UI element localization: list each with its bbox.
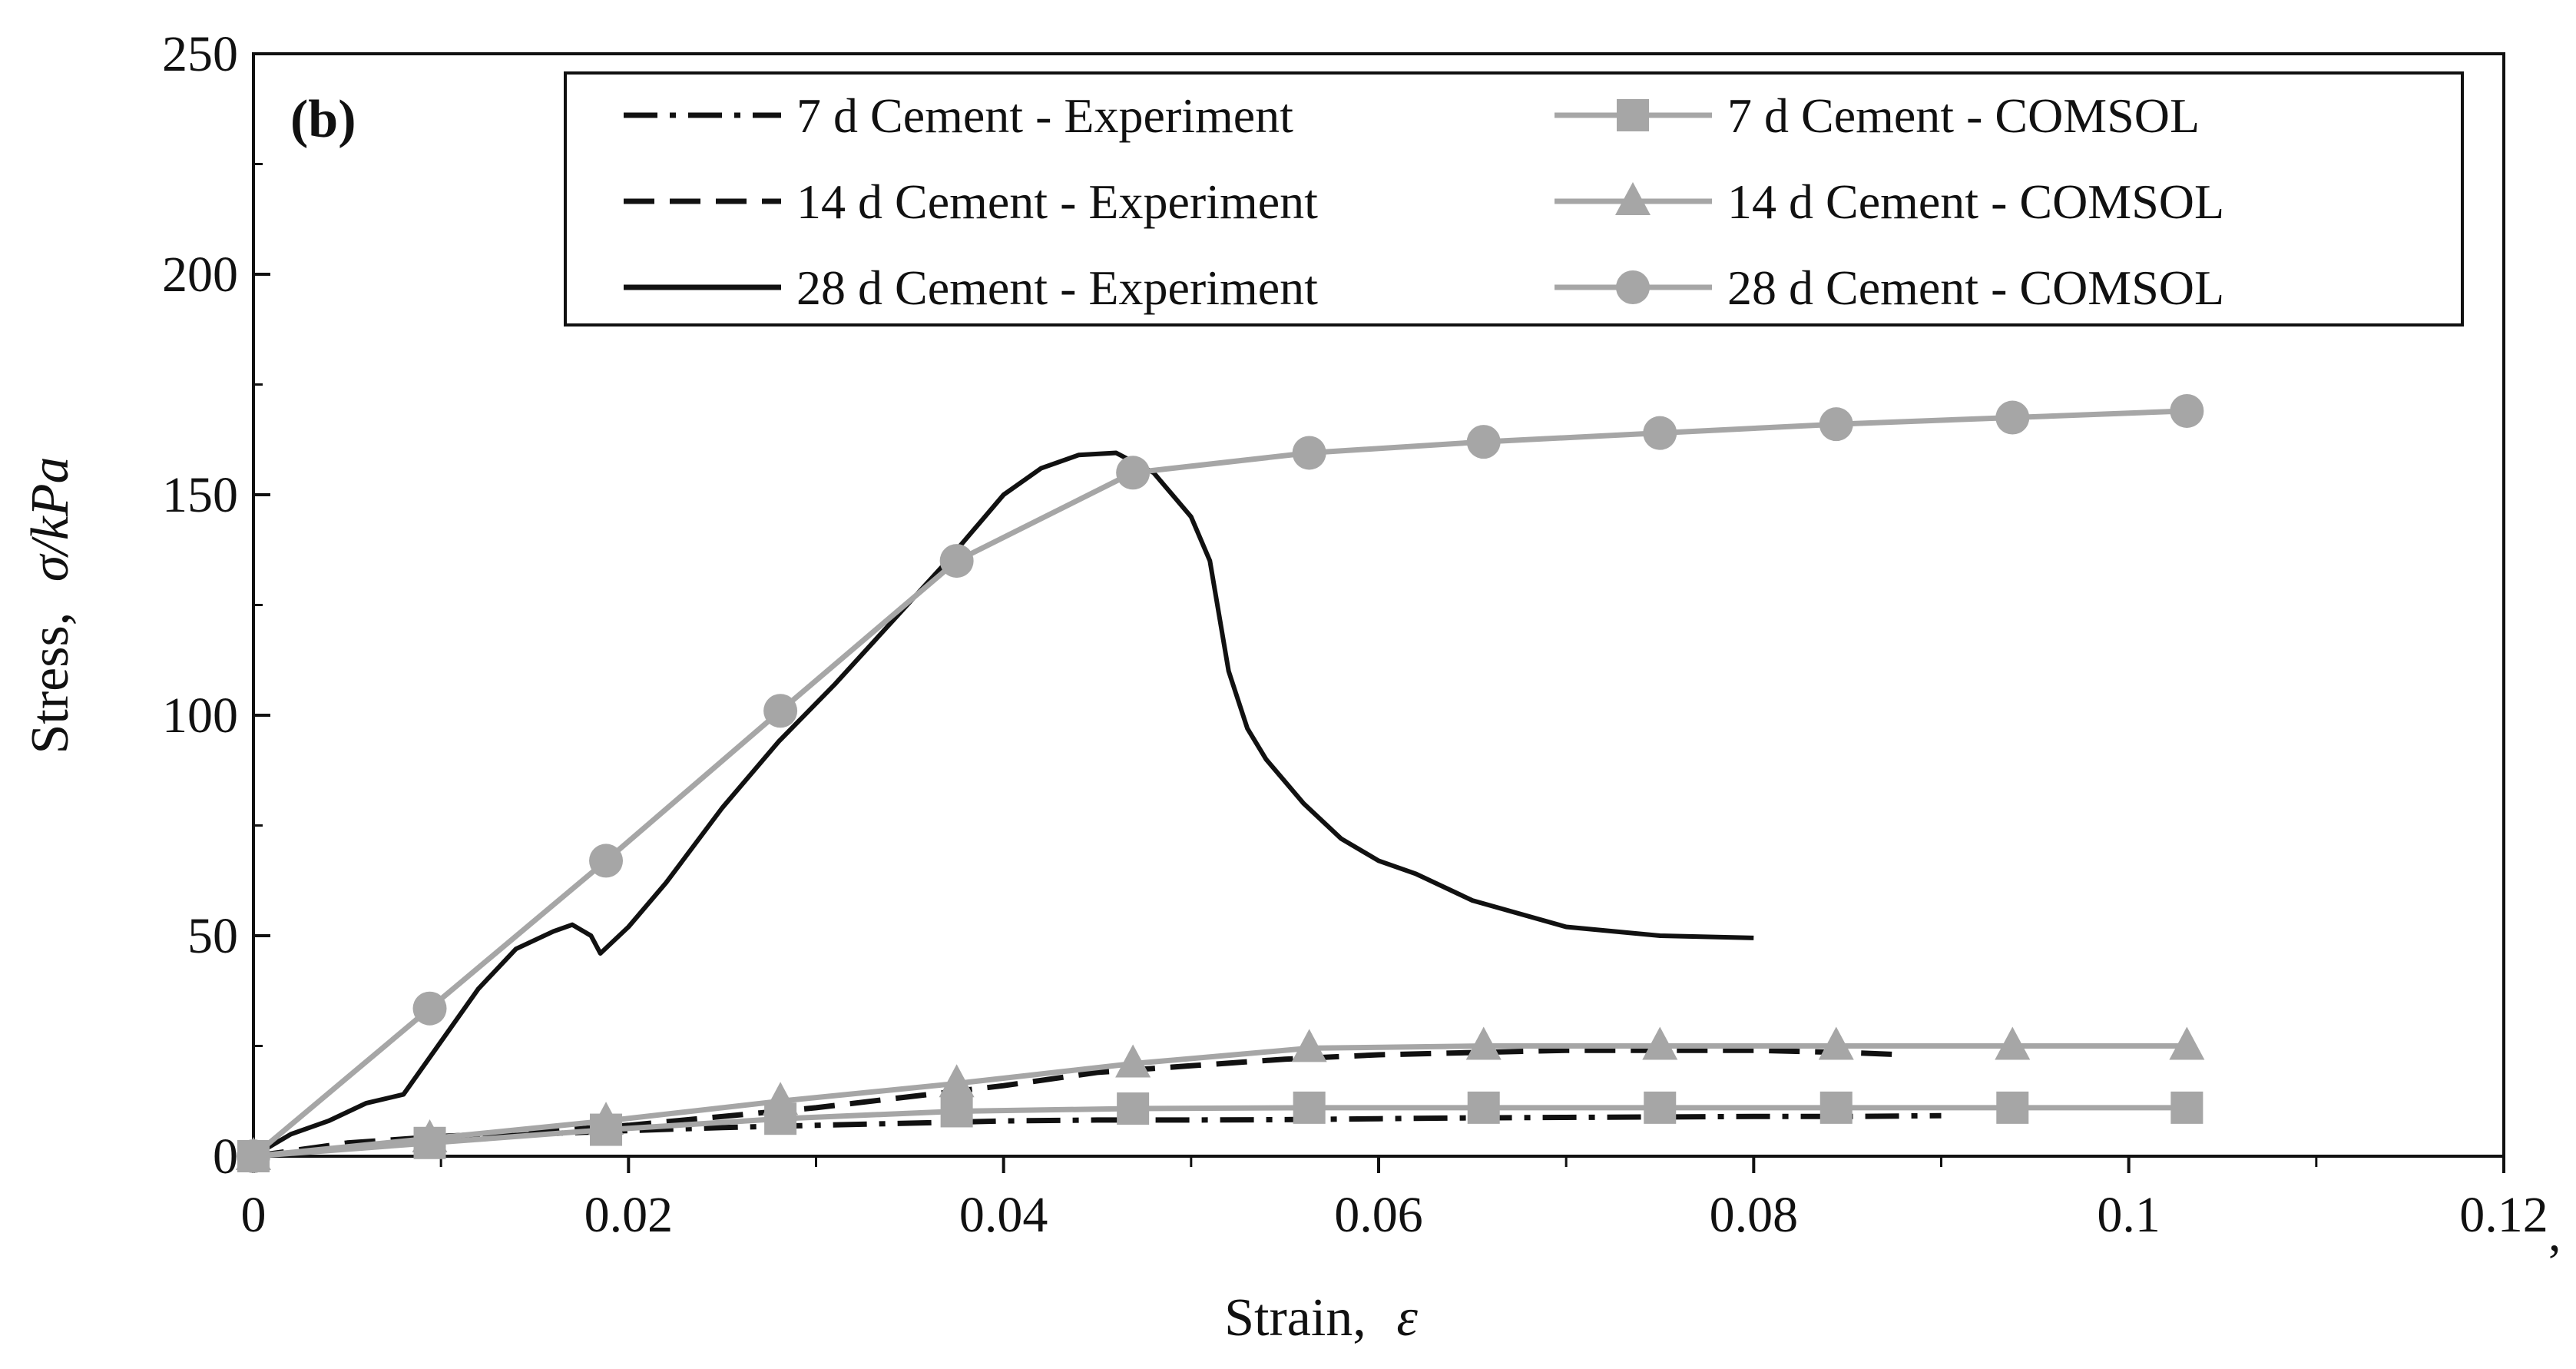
legend-label: 28 d Cement - Experiment [796, 260, 1318, 315]
x-axis-symbol: ε [1396, 1288, 1418, 1347]
series-28-d-cement-experiment [252, 450, 1754, 1159]
data-point [1467, 1091, 1500, 1124]
data-point [1292, 436, 1326, 470]
data-point [1819, 1091, 1853, 1124]
data-point [1115, 1044, 1151, 1078]
y-axis-ticks: 0 50 100 150 200 250 [162, 26, 270, 1185]
x-axis-title: Strain, ε [1224, 1288, 1418, 1347]
data-point [1995, 400, 2030, 435]
legend-marker [1615, 182, 1651, 215]
data-point [1293, 1091, 1326, 1124]
x-tick-label: 0.06 [1334, 1187, 1423, 1243]
data-point [412, 1119, 448, 1153]
x-tick-label: 0.02 [584, 1187, 674, 1243]
x-tick-label: 0.04 [959, 1187, 1048, 1243]
y-tick-label: 100 [162, 688, 238, 744]
legend-label: 14 d Cement - Experiment [796, 174, 1318, 229]
x-tick-label: 0.08 [1710, 1187, 1799, 1243]
series-layer [236, 393, 2205, 1173]
y-tick-label: 150 [162, 467, 238, 523]
x-axis-title-text: Strain, [1224, 1288, 1366, 1347]
x-tick-label: 0.1 [2097, 1187, 2160, 1243]
data-point [1644, 1091, 1677, 1124]
data-point [763, 694, 798, 728]
data-point [2170, 393, 2204, 428]
legend-marker [1617, 99, 1649, 131]
series-line [251, 408, 2187, 1159]
y-tick-label: 50 [187, 908, 238, 964]
legend-label: 14 d Cement - COMSOL [1727, 174, 2224, 229]
legend-item-14-d-cement-comsol: 14 d Cement - COMSOL [1555, 174, 2224, 229]
legend-item-28-d-cement-experiment: 28 d Cement - Experiment [624, 260, 1318, 315]
y-tick-label: 250 [162, 26, 238, 82]
series-28-d-cement-comsol [237, 393, 2204, 1173]
data-point [1466, 425, 1501, 459]
legend-label: 7 d Cement - COMSOL [1727, 88, 2200, 143]
data-point [1117, 1092, 1150, 1125]
y-axis-title: Stress, σ/kPa [21, 456, 80, 754]
data-point [1642, 1026, 1678, 1060]
legend: 7 d Cement - Experiment 14 d Cement - Exp… [564, 71, 2464, 327]
x-tick-label: 0 [241, 1187, 267, 1243]
series-14-d-cement-comsol [236, 1026, 2205, 1170]
y-tick-label: 200 [162, 247, 238, 303]
trailing-mark: , [2548, 1206, 2561, 1262]
data-point [940, 1095, 973, 1128]
legend-label: 28 d Cement - COMSOL [1727, 260, 2224, 315]
data-point [1465, 1026, 1502, 1060]
data-point [2170, 1091, 2204, 1124]
series-line [252, 450, 1754, 1159]
data-point [237, 1139, 270, 1173]
data-point [1116, 456, 1151, 490]
legend-item-7-d-cement-comsol: 7 d Cement - COMSOL [1555, 88, 2200, 143]
data-point [1819, 407, 1853, 442]
data-point [1996, 1091, 2029, 1124]
y-axis-symbol: σ/kPa [21, 456, 80, 582]
legend-marker [1616, 270, 1650, 304]
data-point [763, 1082, 799, 1115]
data-point [1818, 1026, 1854, 1060]
data-point [1995, 1026, 2031, 1060]
x-tick-label: 0.12 [2459, 1187, 2548, 1243]
legend-label: 7 d Cement - Experiment [796, 88, 1293, 143]
data-point [589, 844, 624, 878]
legend-item-28-d-cement-comsol: 28 d Cement - COMSOL [1555, 260, 2224, 315]
data-point [588, 1102, 624, 1135]
data-point [1643, 416, 1677, 450]
legend-item-7-d-cement-experiment: 7 d Cement - Experiment [624, 88, 1293, 143]
legend-box [564, 71, 2464, 327]
data-point [939, 544, 974, 578]
series-line [253, 1105, 2187, 1159]
data-point [939, 1064, 975, 1098]
panel-label: (b) [290, 90, 356, 149]
legend-item-14-d-cement-experiment: 14 d Cement - Experiment [624, 174, 1318, 229]
data-point [1291, 1029, 1327, 1062]
y-axis-title-text: Stress, [21, 612, 80, 754]
x-axis-ticks: 0 0.02 0.04 0.06 0.08 0.1 0.12 [241, 1156, 2548, 1243]
series-line [253, 1043, 2187, 1159]
data-point [412, 991, 447, 1026]
data-point [2169, 1026, 2205, 1060]
y-tick-label: 0 [213, 1129, 238, 1185]
